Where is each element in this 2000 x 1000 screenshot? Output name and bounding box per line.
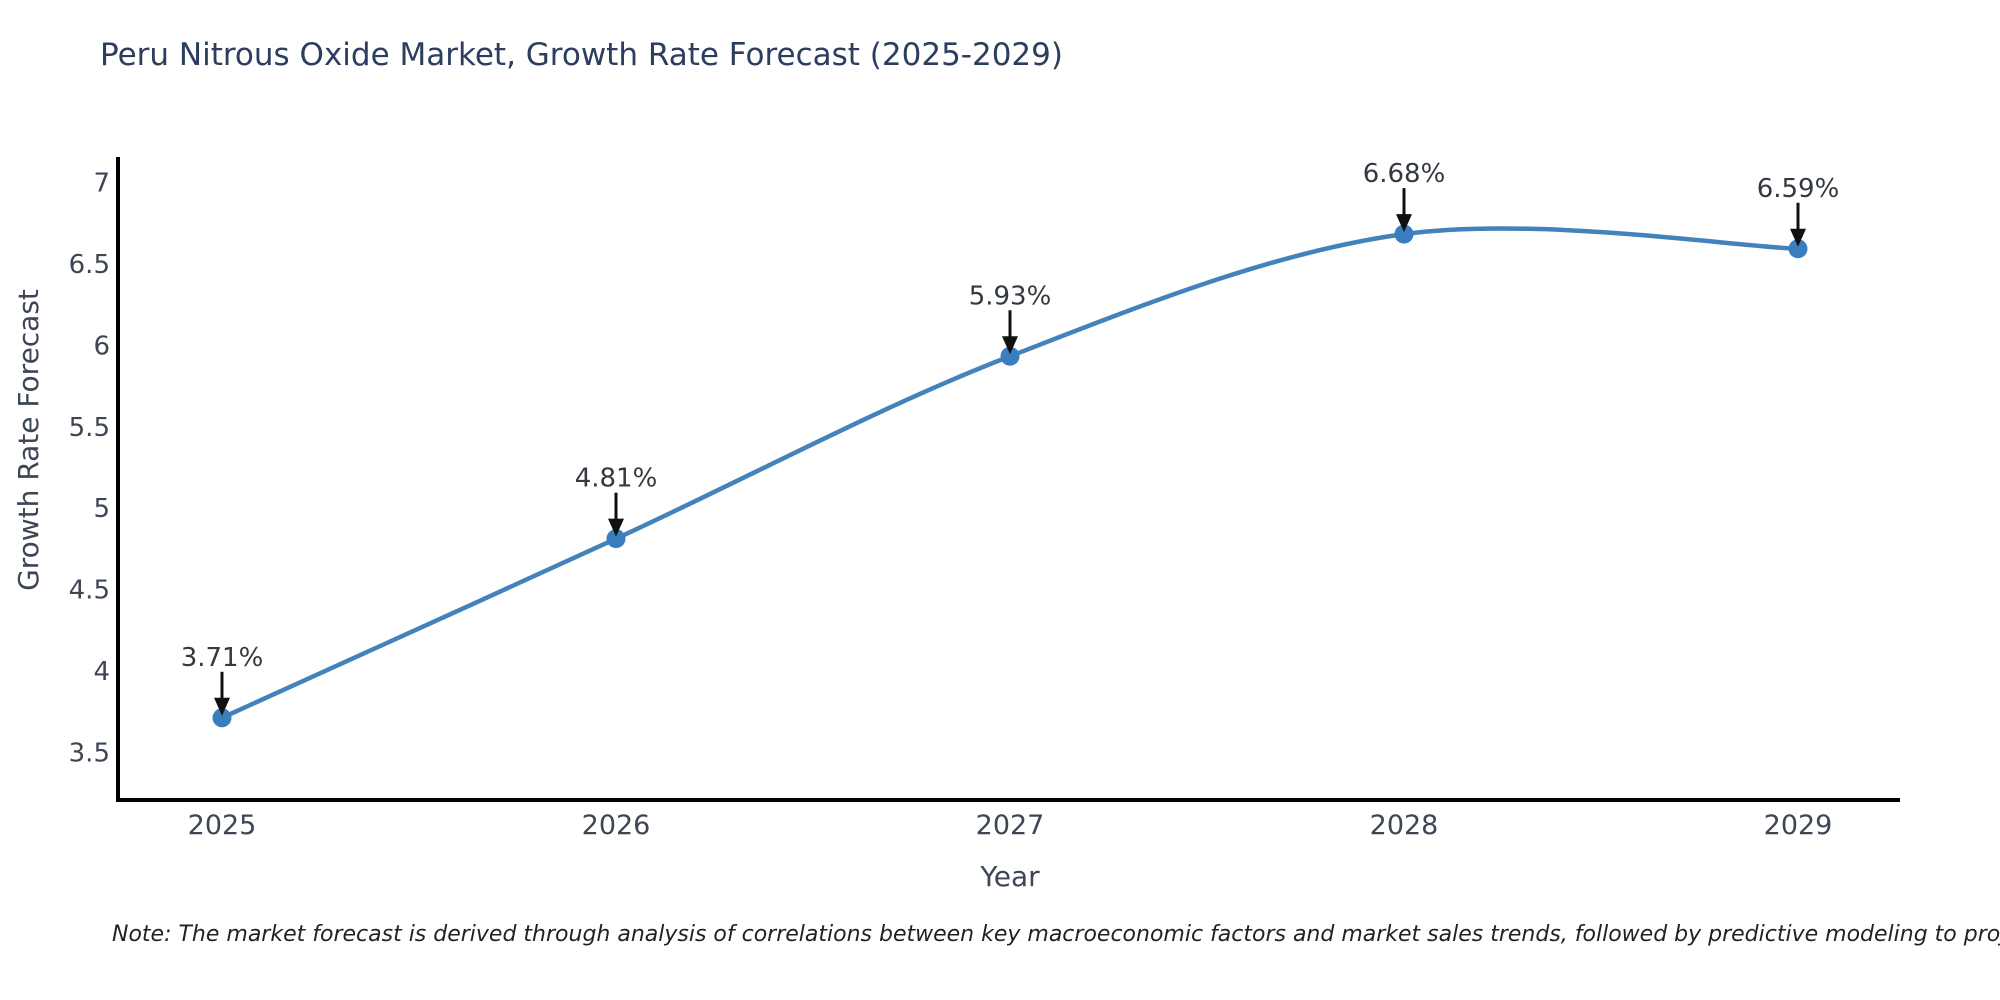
data-point-marker (1788, 239, 1808, 259)
x-tick-label: 2025 (188, 810, 257, 841)
point-annotation: 5.93% (969, 281, 1052, 311)
x-tick-label: 2027 (976, 810, 1045, 841)
annotation-arrow-head (1790, 228, 1806, 247)
point-annotation: 3.71% (181, 643, 264, 673)
x-axis-title: Year (979, 860, 1040, 893)
point-annotation: 6.68% (1363, 159, 1446, 189)
axis-spines (116, 157, 1900, 802)
footnote: Note: The market forecast is derived thr… (112, 922, 2000, 947)
x-tick-label: 2028 (1370, 810, 1439, 841)
y-tick-label: 6 (93, 331, 110, 361)
annotation-arrow-head (214, 697, 230, 716)
y-tick-label: 7 (93, 169, 110, 199)
y-tick-label: 6.5 (69, 250, 110, 280)
y-tick-label: 5 (93, 494, 110, 524)
plot-generated-layer: 3.5 4 4.5 5 5.5 6 6.5 7 2025 2026 2027 2028 2029 3.71… (69, 157, 1900, 841)
data-point-marker (1000, 346, 1020, 366)
annotation-arrow-head (1396, 214, 1412, 233)
annotation-arrow-head (608, 518, 624, 537)
chart-title: Peru Nitrous Oxide Market, Growth Rate F… (100, 37, 1063, 73)
data-point-marker (1394, 224, 1414, 244)
y-tick-label: 3.5 (69, 739, 110, 769)
y-tick-label: 4 (93, 657, 110, 687)
y-axis-title: Growth Rate Forecast (12, 289, 45, 591)
y-tick-label: 4.5 (69, 576, 110, 606)
data-point-marker (212, 708, 232, 728)
x-tick-label: 2029 (1764, 810, 1833, 841)
data-point-marker (606, 529, 626, 549)
annotation-arrow-head (1002, 336, 1018, 355)
x-tick-label: 2026 (582, 810, 651, 841)
point-annotation: 6.59% (1757, 174, 1840, 204)
y-tick-label: 5.5 (69, 413, 110, 443)
point-annotation: 4.81% (575, 464, 658, 494)
